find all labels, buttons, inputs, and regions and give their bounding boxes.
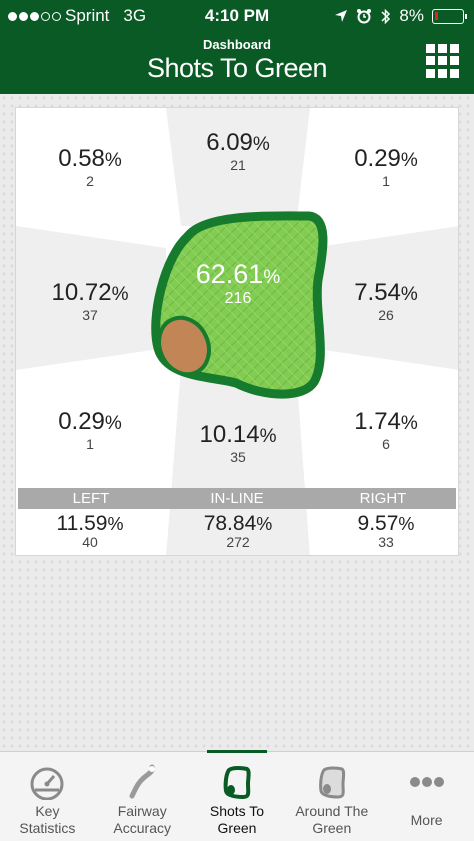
zone-bottom-right: 1.74% 6 [354,408,418,452]
zone-bottom-left: 0.29% 1 [58,408,122,452]
more-icon [409,777,444,787]
tab-shots-to-green[interactable]: Shots To Green [190,750,285,841]
battery-percent: 8% [399,6,424,25]
signal-strength-icon [8,11,61,21]
zone-top-center: 6.09% 21 [206,129,270,173]
shots-to-green-card: 0.58% 2 6.09% 21 0.29% 1 10.72% 37 62.61… [15,107,459,556]
zone-top-left: 0.58% 2 [58,145,122,189]
app-header: Sprint 3G 4:10 PM 8% Dashboard Shots To … [0,0,474,94]
location-icon [335,10,348,22]
status-time: 4:10 PM [204,6,270,25]
alarm-icon [357,9,372,24]
page-subtitle: Dashboard [203,37,271,52]
green-icon [223,766,251,800]
around-green-icon [318,766,345,799]
status-bar: Sprint 3G 4:10 PM 8% [0,0,474,32]
grid-menu-button[interactable] [426,44,460,78]
bottom-tab-bar: Key Statistics Fairway Accuracy Shots To… [0,750,474,841]
network-type: 3G [123,6,147,25]
tab-around-the-green[interactable]: Around The Green [284,752,379,841]
battery-icon [432,8,467,24]
active-tab-indicator [206,750,268,753]
summary-inline: 78.84% 272 [203,512,273,550]
summary-inline-label: IN-LINE [210,490,264,507]
page-title: Shots To Green [146,53,328,83]
tab-fairway-accuracy[interactable]: Fairway Accuracy [95,752,190,841]
bunker-shape [157,315,211,377]
zone-mid-right: 7.54% 26 [354,279,418,323]
zone-top-right: 0.29% 1 [354,145,418,189]
summary-left-label: LEFT [72,490,110,507]
tab-key-statistics[interactable]: Key Statistics [0,752,95,841]
bluetooth-icon [381,8,391,24]
carrier-name: Sprint [65,6,110,25]
tab-more[interactable]: More [379,752,474,841]
summary-left: 11.59% 40 [56,512,124,550]
zone-center: 62.61% 216 [195,259,281,307]
speedometer-icon [30,767,64,800]
summary-right-label: RIGHT [359,490,407,507]
summary-right: 9.57% 33 [357,512,415,550]
fairway-icon [129,764,156,799]
summary-header: LEFT IN-LINE RIGHT [18,488,456,509]
zone-mid-left: 10.72% 37 [51,279,129,323]
zone-bottom-center: 10.14% 35 [199,421,277,465]
